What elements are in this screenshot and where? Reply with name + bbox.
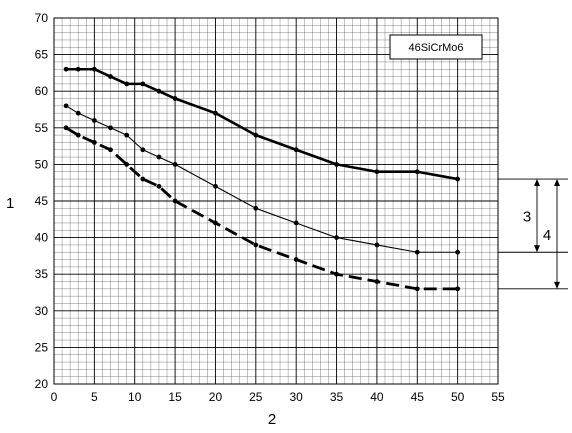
- series-1-point: [253, 132, 259, 138]
- x-tick-label: 5: [91, 390, 98, 404]
- series-1-point: [108, 74, 113, 79]
- x-tick-labels: 0 5 10 15 20 25 30 35 40 45 50 55: [51, 390, 505, 404]
- series-1-point: [75, 66, 81, 72]
- series-1-point: [374, 169, 380, 175]
- series-3-point: [124, 162, 130, 167]
- y-tick-label: 30: [35, 304, 49, 318]
- series-1-point: [63, 66, 69, 72]
- series-1-point: [172, 96, 178, 101]
- series-2-point: [414, 249, 420, 255]
- annotation-label: 3: [523, 209, 531, 226]
- series-3-point: [91, 140, 97, 145]
- legend-text: 46SiCrMo6: [408, 42, 463, 54]
- series-2-point: [374, 242, 380, 248]
- x-tick-label: 30: [290, 390, 304, 404]
- series-2-point: [455, 249, 461, 255]
- series-3-point: [156, 183, 162, 189]
- plot-frame: [53, 17, 499, 385]
- y-tick-label: 65: [35, 48, 49, 62]
- series-3-point: [374, 279, 380, 284]
- series-2-point: [334, 235, 339, 241]
- x-tick-label: 55: [491, 390, 505, 404]
- series-2-point: [108, 125, 113, 131]
- series-1-point: [414, 169, 420, 175]
- major-grid: [53, 17, 499, 385]
- series-1-point: [91, 66, 97, 72]
- x-tick-label: 0: [51, 390, 58, 404]
- series-2-point: [63, 103, 69, 109]
- series-3-point: [63, 125, 69, 131]
- series-3-point: [75, 132, 81, 138]
- y-tick-label: 20: [35, 377, 49, 391]
- y-tick-label: 40: [35, 231, 49, 245]
- annotation-arrowhead: [554, 281, 560, 289]
- series-1-point: [140, 81, 146, 87]
- series-3-point: [414, 286, 420, 292]
- series-3-point: [334, 271, 339, 277]
- y-tick-labels: 20 25 30 35 40 45 50 55 60 65 70: [35, 11, 49, 391]
- series-1-point: [293, 147, 299, 153]
- y-tick-label: 50: [35, 157, 49, 171]
- annotation-arrowhead: [534, 179, 540, 187]
- y-axis-title: 1: [6, 195, 14, 212]
- y-tick-label: 35: [35, 267, 49, 281]
- series-2-point: [253, 205, 259, 211]
- x-tick-label: 40: [370, 390, 384, 404]
- series-3-point: [253, 242, 259, 248]
- series-2-point: [213, 183, 218, 189]
- series-3-point: [293, 257, 299, 262]
- series-3-point: [213, 220, 218, 226]
- x-tick-label: 25: [249, 390, 263, 404]
- annotation-label: 4: [543, 227, 551, 244]
- x-tick-label: 20: [209, 390, 223, 404]
- x-axis-title: 2: [268, 411, 276, 428]
- x-tick-label: 10: [128, 390, 142, 404]
- legend-box: [389, 34, 483, 60]
- series-3-point: [108, 147, 113, 153]
- x-tick-label: 45: [411, 390, 425, 404]
- y-tick-label: 45: [35, 194, 49, 208]
- x-tick-label: 35: [330, 390, 344, 404]
- series-2-point: [91, 118, 97, 123]
- series-2-point: [140, 147, 146, 153]
- series-2-point: [75, 110, 81, 116]
- y-tick-label: 55: [35, 121, 49, 135]
- x-tick-label: 50: [451, 390, 465, 404]
- annotation-arrowhead: [554, 179, 560, 187]
- y-tick-label: 70: [35, 11, 49, 25]
- series-2-point: [124, 132, 130, 138]
- series-1-point: [156, 88, 162, 94]
- series-3-point: [172, 198, 178, 204]
- series-1-point: [213, 110, 218, 116]
- series-1-point: [124, 81, 130, 87]
- series-1-point: [455, 176, 461, 182]
- series-layer: [63, 66, 461, 292]
- series-1-point: [334, 162, 339, 167]
- series-2-point: [293, 220, 299, 226]
- annotations: 34: [498, 178, 568, 290]
- series-2-point: [156, 154, 162, 160]
- series-2-point: [172, 162, 178, 167]
- x-tick-label: 15: [168, 390, 182, 404]
- series-3-point: [455, 286, 461, 292]
- y-tick-label: 60: [35, 84, 49, 98]
- y-tick-label: 25: [35, 340, 49, 354]
- series-3-point: [140, 176, 146, 182]
- legend: 46SiCrMo6: [389, 34, 483, 60]
- annotation-arrowhead: [534, 245, 540, 253]
